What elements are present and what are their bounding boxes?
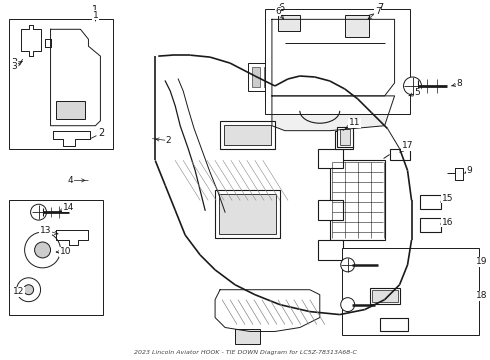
Bar (215, 190, 280, 238)
Bar (380, 318, 408, 332)
Text: 15: 15 (441, 194, 453, 203)
Bar (55, 101, 85, 119)
Text: 14: 14 (63, 203, 74, 212)
Bar (288, 67, 296, 87)
Bar (276, 67, 284, 87)
Text: 12: 12 (13, 287, 24, 296)
Bar (264, 67, 272, 87)
Polygon shape (55, 230, 89, 245)
Bar (419, 195, 441, 209)
Bar (337, 127, 353, 147)
Text: 5: 5 (415, 89, 420, 98)
Bar (220, 121, 275, 149)
Text: 2: 2 (166, 136, 171, 145)
Text: 18: 18 (476, 291, 487, 300)
Circle shape (17, 278, 41, 302)
Text: 2023 Lincoln Aviator HOOK - TIE DOWN Diagram for LC5Z-78313A68-C: 2023 Lincoln Aviator HOOK - TIE DOWN Dia… (134, 350, 356, 355)
Text: 2: 2 (98, 128, 105, 138)
Bar (340, 129, 350, 145)
Bar (419, 218, 441, 232)
Text: 19: 19 (476, 257, 487, 266)
Bar (318, 149, 343, 168)
Text: 10: 10 (60, 247, 71, 256)
Text: 4: 4 (68, 176, 74, 185)
Polygon shape (272, 96, 394, 131)
Polygon shape (455, 168, 464, 180)
Circle shape (35, 242, 50, 258)
Text: 17: 17 (402, 141, 413, 150)
Bar (369, 288, 399, 303)
Text: 13: 13 (40, 226, 51, 235)
Polygon shape (215, 290, 320, 332)
Circle shape (24, 285, 34, 295)
Polygon shape (50, 29, 100, 126)
Circle shape (30, 204, 47, 220)
Text: 8: 8 (457, 80, 462, 89)
Text: 7: 7 (375, 7, 381, 16)
Text: 1: 1 (93, 11, 98, 20)
Polygon shape (45, 39, 50, 47)
Bar (335, 131, 353, 149)
Bar (219, 194, 276, 234)
Text: 16: 16 (441, 218, 453, 227)
Bar (300, 67, 308, 87)
Text: 3: 3 (12, 62, 18, 71)
Circle shape (341, 298, 355, 312)
Text: 7: 7 (378, 3, 384, 13)
Circle shape (404, 77, 421, 95)
Text: 1: 1 (92, 5, 98, 15)
Bar (224, 125, 271, 145)
Bar (252, 67, 260, 87)
Bar (390, 149, 410, 161)
Bar (342, 248, 479, 336)
Text: 9: 9 (466, 166, 472, 175)
Bar (318, 200, 343, 220)
Bar (278, 15, 300, 31)
Bar (330, 161, 385, 240)
Bar (248, 63, 310, 91)
Bar (9, 200, 103, 315)
Bar (371, 290, 397, 302)
Text: 6: 6 (275, 7, 281, 16)
Bar (9, 19, 113, 149)
Bar (318, 240, 343, 260)
Circle shape (24, 232, 61, 268)
Bar (345, 15, 368, 37)
Circle shape (341, 258, 355, 272)
Bar (235, 329, 260, 345)
Polygon shape (21, 25, 41, 56)
Text: 3: 3 (12, 58, 18, 68)
Text: 11: 11 (349, 118, 361, 127)
Text: 6: 6 (278, 3, 284, 13)
Bar (265, 9, 410, 114)
Polygon shape (272, 19, 394, 96)
Polygon shape (52, 131, 91, 145)
